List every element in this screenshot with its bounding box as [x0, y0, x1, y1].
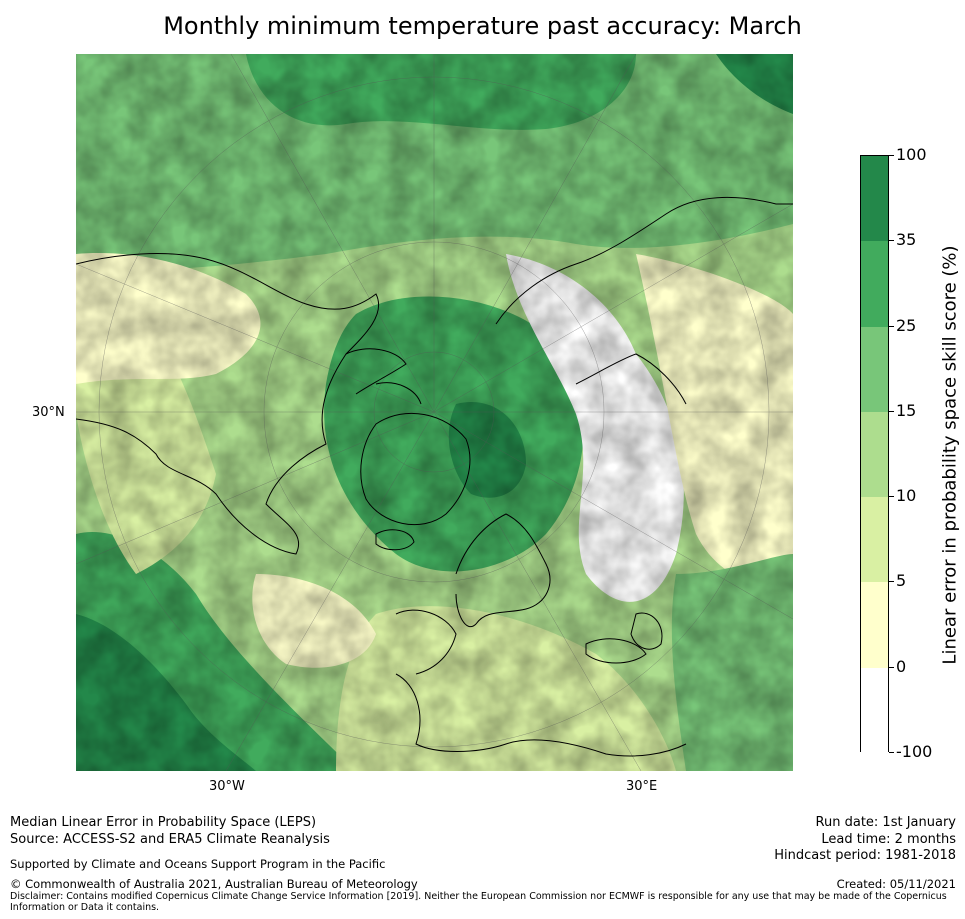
colorbar-tick-label: -100 [896, 742, 933, 761]
lon-label-30e: 30°E [626, 779, 658, 794]
colorbar-segment [861, 582, 888, 669]
colorbar-tick-mark [889, 240, 894, 242]
footer-support: Supported by Climate and Oceans Support … [10, 857, 386, 871]
colorbar-tick-mark [889, 752, 894, 753]
colorbar-segment [861, 156, 888, 242]
footer-run-date: Run date: 1st January [815, 815, 956, 830]
footer-lead-time: Lead time: 2 months [821, 832, 956, 847]
colorbar-tick-label: 35 [896, 230, 917, 250]
footer-source: Source: ACCESS-S2 and ERA5 Climate Reana… [10, 832, 330, 847]
colorbar-tick-label: 5 [896, 571, 907, 591]
footer-disclaimer-line1: Disclaimer: Contains modified Copernicus… [10, 891, 947, 902]
colorbar-tick-mark [889, 666, 894, 668]
chart-title: Monthly minimum temperature past accurac… [163, 12, 802, 40]
scandinavia-coast [455, 513, 551, 627]
colorbar-segment [861, 326, 888, 413]
lat-label-30n: 30°N [32, 405, 65, 420]
colorbar-tick-mark [889, 410, 894, 412]
colorbar-tick-label: 0 [896, 656, 907, 676]
europe-coast [395, 609, 687, 757]
colorbar-segment [861, 667, 888, 754]
footer-copyright: © Commonwealth of Australia 2021, Austra… [10, 877, 418, 891]
colorbar-tick-label: 10 [896, 486, 917, 506]
colorbar [860, 155, 889, 754]
colorbar-tick-mark [889, 325, 894, 327]
greenland-coast [360, 412, 471, 526]
colorbar-segment [861, 497, 888, 584]
caspian-coast [630, 612, 663, 650]
colorbar-segment [861, 411, 888, 498]
colorbar-label: Linear error in probability space skill … [939, 245, 961, 665]
polar-map [76, 54, 793, 771]
black-sea-coast [585, 638, 647, 664]
lon-label-30w: 30°W [209, 779, 245, 794]
colorbar-segment [861, 241, 888, 328]
colorbar-tick-label: 100 [896, 145, 927, 164]
canadian-archipelago [345, 348, 422, 405]
colorbar-tick-mark [889, 496, 894, 498]
footer-disclaimer: Disclaimer: Contains modified Copernicus… [10, 891, 947, 913]
coastlines [76, 197, 793, 757]
colorbar-tick-label: 15 [896, 400, 917, 420]
footer-hindcast: Hindcast period: 1981-2018 [774, 848, 956, 863]
footer-created: Created: 05/11/2021 [836, 877, 956, 891]
colorbar-tick-label: 25 [896, 315, 917, 335]
footer-disclaimer-line2: Information or Data it contains. [10, 902, 160, 913]
colorbar-tick-mark [889, 581, 894, 583]
russia-coast [495, 197, 793, 405]
north-america-coast [76, 253, 380, 555]
footer-leps: Median Linear Error in Probability Space… [10, 815, 317, 830]
iceland-coast [375, 529, 415, 551]
colorbar-tick-mark [889, 155, 894, 156]
graticule [76, 54, 793, 771]
